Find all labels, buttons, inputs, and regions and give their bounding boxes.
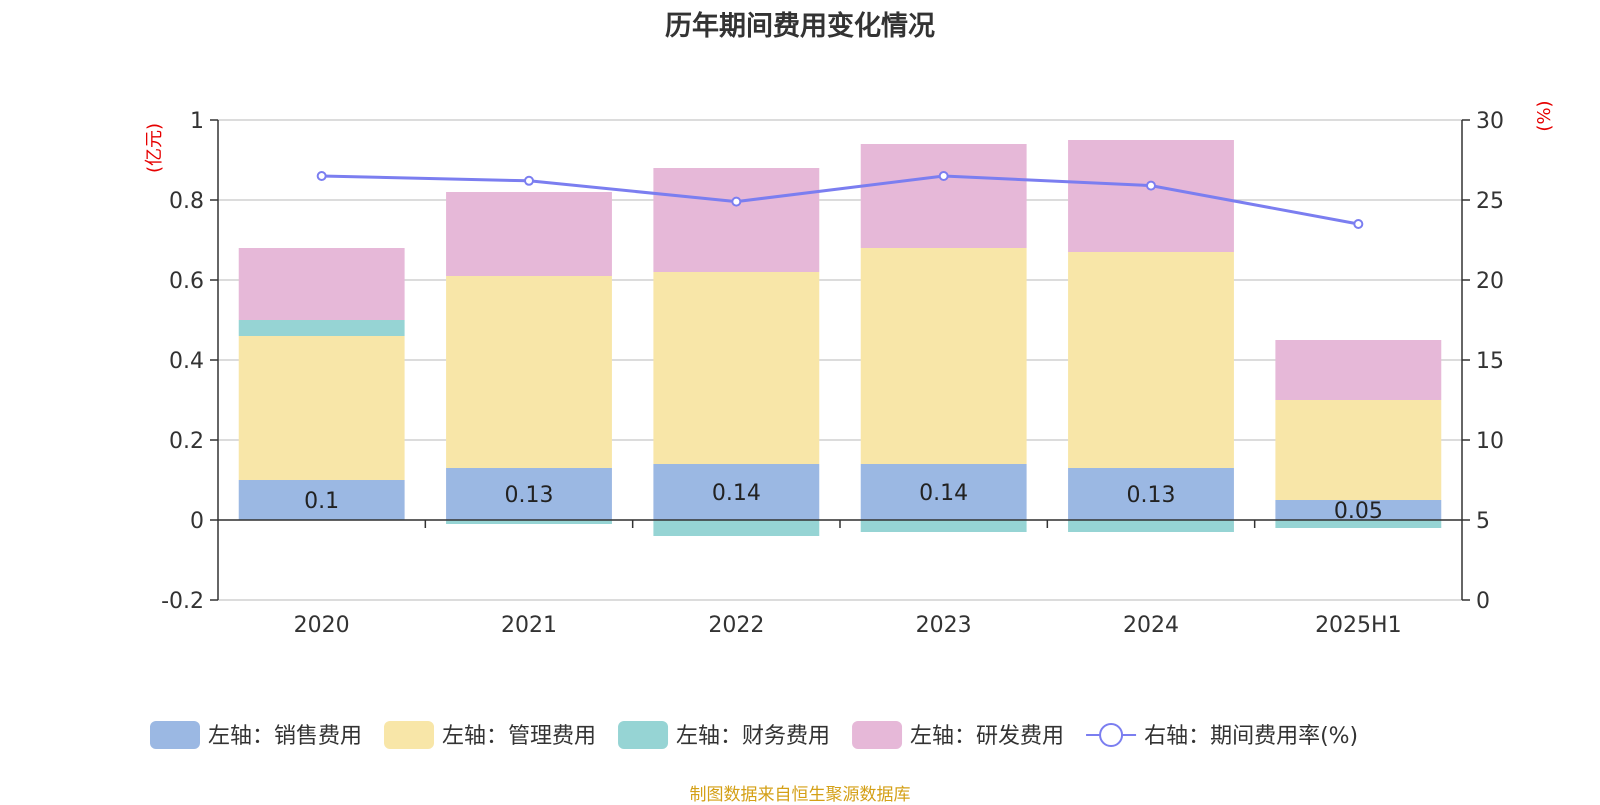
line-point bbox=[316, 171, 327, 181]
data-label: 0.1 bbox=[304, 489, 339, 514]
bar-segment bbox=[238, 336, 405, 480]
x-axis-tick-label: 2023 bbox=[916, 613, 972, 638]
legend-label: 左轴：管理费用 bbox=[442, 724, 596, 749]
right-axis-tick-label: 25 bbox=[1476, 189, 1504, 214]
data-label: 0.13 bbox=[1127, 483, 1176, 508]
line-point bbox=[524, 175, 534, 186]
x-axis-tick-label: 2025H1 bbox=[1315, 613, 1402, 638]
data-source-note: 制图数据来自恒生聚源数据库 bbox=[689, 785, 911, 805]
right-axis-tick-label: 15 bbox=[1476, 349, 1504, 374]
bar-segment bbox=[1068, 468, 1234, 520]
x-axis-tick-label: 2024 bbox=[1123, 613, 1179, 638]
legend-label: 左轴：财务费用 bbox=[676, 724, 830, 749]
bar-segment bbox=[238, 480, 405, 520]
bar-segment bbox=[1068, 520, 1234, 532]
left-axis-tick-label: 0.2 bbox=[169, 429, 204, 454]
bar-segment bbox=[653, 464, 820, 520]
line-point bbox=[1353, 219, 1364, 229]
data-label: 0.14 bbox=[919, 481, 968, 506]
data-label: 0.14 bbox=[712, 481, 761, 506]
legend-label: 左轴：研发费用 bbox=[910, 724, 1064, 749]
bar-segment bbox=[1275, 400, 1442, 500]
bar-segment bbox=[446, 468, 612, 520]
line-point bbox=[1146, 180, 1156, 191]
bar-segment bbox=[653, 168, 820, 272]
data-label: 0.05 bbox=[1334, 499, 1383, 524]
bar-segment bbox=[860, 248, 1027, 464]
bar-segment bbox=[1275, 500, 1442, 520]
left-axis-tick-label: -0.2 bbox=[161, 589, 204, 614]
bar-segment bbox=[860, 144, 1027, 248]
data-label: 0.13 bbox=[505, 483, 554, 508]
legend-label: 左轴：销售费用 bbox=[208, 724, 362, 749]
bar-segment bbox=[238, 248, 405, 320]
legend-label: 右轴：期间费用率(%) bbox=[1144, 724, 1358, 749]
bar-segment bbox=[653, 520, 820, 536]
right-axis-tick-label: 30 bbox=[1476, 109, 1504, 134]
line-point bbox=[938, 171, 949, 181]
bar-segment bbox=[860, 520, 1027, 532]
legend-swatch bbox=[384, 721, 435, 749]
right-axis-unit: (%) bbox=[1534, 100, 1555, 131]
bar-segment bbox=[446, 276, 612, 468]
bar-segment bbox=[1275, 520, 1442, 528]
bar-segment bbox=[860, 464, 1027, 520]
bar-segment bbox=[238, 320, 405, 336]
left-axis-tick-label: 0.4 bbox=[169, 349, 204, 374]
bar-segment bbox=[653, 272, 820, 464]
right-axis-tick-label: 20 bbox=[1476, 269, 1504, 294]
right-axis-tick-label: 10 bbox=[1476, 429, 1504, 454]
chart-title: 历年期间费用变化情况 bbox=[665, 11, 935, 42]
legend-swatch bbox=[852, 721, 903, 749]
left-axis-tick-label: 1 bbox=[190, 109, 204, 134]
left-axis-tick-label: 0 bbox=[190, 509, 204, 534]
line-series bbox=[321, 174, 1359, 226]
left-axis-tick-label: 0.6 bbox=[169, 269, 204, 294]
x-axis-tick-label: 2021 bbox=[501, 613, 557, 638]
line-point bbox=[731, 196, 742, 207]
left-axis-unit: (亿元) bbox=[144, 123, 165, 173]
bar-segment bbox=[446, 520, 612, 524]
bar-segment bbox=[1275, 340, 1442, 400]
bar-segment bbox=[446, 192, 612, 276]
x-axis-tick-label: 2022 bbox=[708, 613, 764, 638]
left-axis-tick-label: 0.8 bbox=[169, 189, 204, 214]
legend-swatch bbox=[618, 721, 669, 749]
bar-segment bbox=[1068, 252, 1234, 468]
legend-marker bbox=[1099, 723, 1124, 747]
right-axis-tick-label: 5 bbox=[1476, 509, 1490, 534]
x-axis-tick-label: 2020 bbox=[294, 613, 350, 638]
legend-swatch bbox=[150, 721, 200, 749]
right-axis-tick-label: 0 bbox=[1476, 589, 1490, 614]
